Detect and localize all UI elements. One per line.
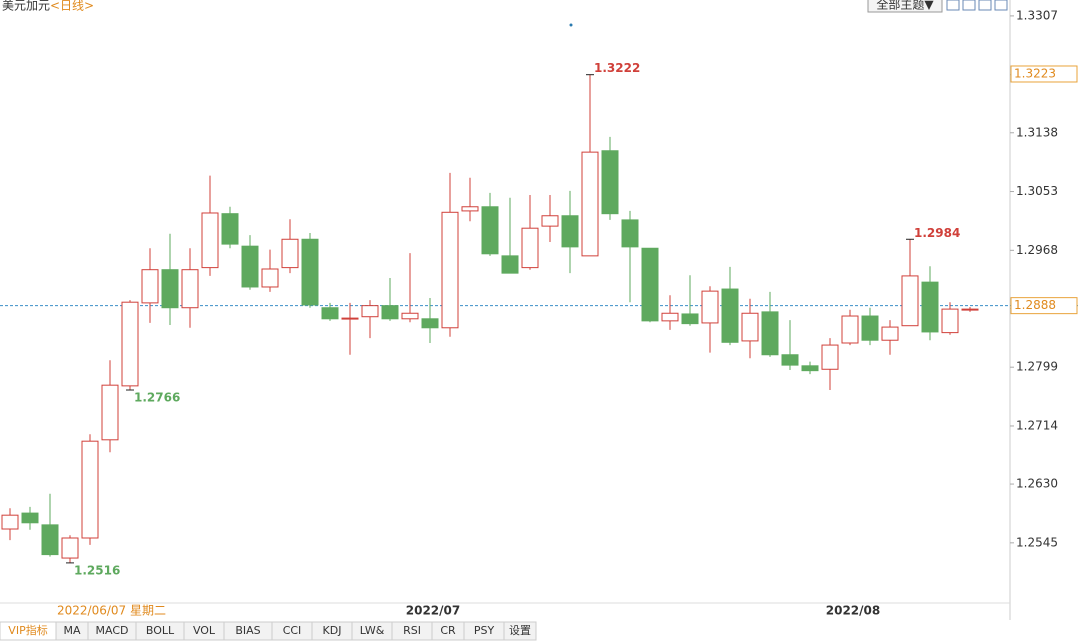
candle-body <box>561 215 579 248</box>
y-tick-label: 1.3053 <box>1016 184 1058 198</box>
tab[interactable] <box>503 621 537 641</box>
candle-body <box>21 512 39 524</box>
candle-body <box>421 318 439 329</box>
candle-body <box>381 305 399 320</box>
tab-label[interactable]: BIAS <box>235 624 260 637</box>
cursor-date: 2022/06/07 星期二 <box>57 604 166 618</box>
candle-body <box>521 227 539 269</box>
y-tick-label: 1.3307 <box>1016 8 1058 22</box>
tab-label[interactable]: VOL <box>193 624 216 637</box>
y-tick-label: 1.2799 <box>1016 360 1058 374</box>
annotation: 1.2516 <box>74 563 120 577</box>
marker-dot <box>569 23 573 27</box>
tool-icon[interactable] <box>946 0 960 11</box>
candle-body <box>781 354 799 366</box>
y-tick-label: 1.2545 <box>1016 535 1058 549</box>
y-tick-label: 1.3138 <box>1016 125 1058 139</box>
tab-label[interactable]: PSY <box>474 624 495 637</box>
candle-body <box>481 206 499 255</box>
annotation: 1.3222 <box>594 61 640 75</box>
candle-body <box>861 315 879 341</box>
tool-icon[interactable] <box>978 0 992 11</box>
tab-label[interactable]: LW& <box>360 624 385 637</box>
theme-button-label[interactable]: 全部主题▼ <box>876 0 934 12</box>
theme-button[interactable] <box>867 0 943 13</box>
price-tag-label: 1.2888 <box>1014 298 1056 312</box>
candle-body <box>221 213 239 245</box>
candle-body <box>841 315 859 344</box>
candle-body <box>661 312 679 322</box>
candle-body <box>701 290 719 324</box>
candle-body <box>501 255 519 274</box>
candle-body <box>721 288 739 343</box>
tool-icon[interactable] <box>994 0 1008 11</box>
annotation: 1.2984 <box>914 226 960 240</box>
candle-body <box>81 440 99 539</box>
y-tick-label: 1.2968 <box>1016 243 1058 257</box>
tab-label[interactable]: KDJ <box>323 624 342 637</box>
candle-body <box>741 312 759 342</box>
price-tag-label: 1.3223 <box>1014 66 1056 80</box>
candle-body <box>181 269 199 309</box>
candle-body <box>1 514 19 530</box>
candle-body <box>321 307 339 320</box>
candle-body <box>261 268 279 288</box>
candle-body <box>341 317 359 320</box>
candle-body <box>281 238 299 269</box>
tool-icon[interactable] <box>962 0 976 11</box>
y-tick-label: 1.2630 <box>1016 477 1058 491</box>
tab-label[interactable]: CR <box>440 624 456 637</box>
annotation: 1.2766 <box>134 391 180 405</box>
candle-body <box>461 206 479 212</box>
candle-body <box>821 344 839 370</box>
candle-body <box>41 524 59 556</box>
candle-body <box>241 245 259 288</box>
tab-bar: VIP指标 MA MACD BOLL VOL BIAS CCI KDJ LW& RSI CR PSY 设… <box>0 621 537 641</box>
candle-body <box>761 311 779 356</box>
candle-body <box>581 151 599 257</box>
x-tick-label: 2022/07 <box>406 604 460 618</box>
candle-body <box>401 312 419 320</box>
candle-body <box>121 301 139 387</box>
candle-body <box>681 313 699 325</box>
tab-label[interactable]: VIP指标 <box>8 623 47 637</box>
candle-body <box>961 308 979 311</box>
candle-body <box>801 365 819 372</box>
candle-body <box>541 215 559 227</box>
candle-body <box>941 308 959 334</box>
candle-body <box>301 238 319 306</box>
candle-body <box>641 247 659 322</box>
candle-body <box>61 537 79 559</box>
candle-body <box>601 150 619 215</box>
tab-label[interactable]: CCI <box>283 624 302 637</box>
toolbar <box>946 0 1008 11</box>
price-tag <box>1010 65 1078 83</box>
candle-body <box>361 305 379 318</box>
chart-title: 美元加元 <box>2 0 50 13</box>
candle-body <box>101 384 119 441</box>
candle-body <box>141 269 159 304</box>
price-tag <box>1010 297 1078 315</box>
tab-label[interactable]: 设置 <box>509 624 531 637</box>
candle-body <box>901 275 919 327</box>
tab-label[interactable]: MACD <box>96 624 129 637</box>
candle-body <box>201 212 219 269</box>
candle-body <box>621 219 639 248</box>
candle-body <box>441 211 459 329</box>
x-tick-label: 2022/08 <box>826 604 880 618</box>
candle-body <box>881 326 899 341</box>
tab-label[interactable]: BOLL <box>146 624 175 637</box>
candle-body <box>161 269 179 309</box>
y-tick-label: 1.2714 <box>1016 418 1058 432</box>
tab-label[interactable]: RSI <box>403 624 421 637</box>
subtitle: <日线> <box>50 0 94 13</box>
tab-label[interactable]: MA <box>63 624 80 637</box>
candle-body <box>921 281 939 333</box>
